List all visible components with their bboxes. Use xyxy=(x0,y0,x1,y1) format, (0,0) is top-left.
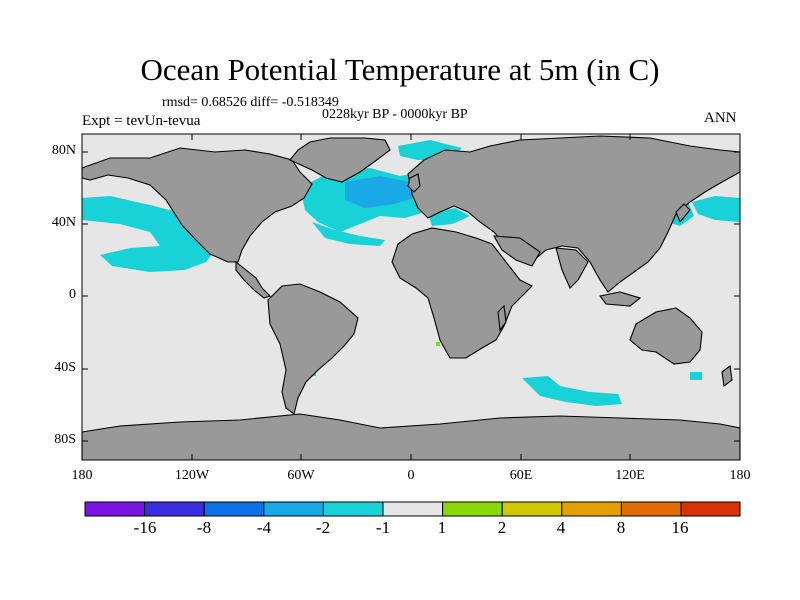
colorbar-label-minus16: -16 xyxy=(133,518,157,537)
time-period-label: 0228kyr BP - 0000kyr BP xyxy=(322,107,468,122)
map-frame xyxy=(81,133,741,461)
y-ticks xyxy=(82,151,740,442)
australia-land xyxy=(629,307,703,365)
experiment-label: Expt = tevUn-tevua xyxy=(82,113,201,129)
eurasia-land xyxy=(407,135,741,293)
colorbar-label-2: 2 xyxy=(497,518,507,537)
colorbar-box-6 xyxy=(382,501,444,517)
y-label-40s: 40S xyxy=(54,360,76,375)
arabia-land xyxy=(493,235,541,267)
colorbar-box-11 xyxy=(680,501,741,517)
greenland-land xyxy=(289,137,391,183)
india-land xyxy=(555,247,589,289)
x-label-120e: 120E xyxy=(615,468,645,483)
colorbar-box-5 xyxy=(322,501,384,517)
colorbar-box-2 xyxy=(144,501,205,517)
land-masses xyxy=(81,135,741,461)
colorbar-label-4: 4 xyxy=(556,518,566,537)
japan-land xyxy=(675,203,691,224)
x-label-180-left: 180 xyxy=(71,468,93,483)
x-label-60w: 60W xyxy=(287,468,315,483)
colorbar-box-9 xyxy=(561,501,622,517)
colorbar-label-1: 1 xyxy=(437,518,447,537)
colorbar-box-3 xyxy=(203,501,265,517)
southern-ocean-anomaly-small xyxy=(690,372,702,380)
chart-title: Ocean Potential Temperature at 5m (in C) xyxy=(140,52,660,87)
central-america-land xyxy=(235,260,272,299)
south-america-land xyxy=(267,283,359,415)
y-label-0: 0 xyxy=(69,287,76,302)
colorbar-label-minus1: -1 xyxy=(375,518,391,537)
colorbar-box-10 xyxy=(620,501,682,517)
north-atlantic-core xyxy=(345,176,420,208)
colorbar-label-minus8: -8 xyxy=(196,518,212,537)
southern-ocean-anomaly xyxy=(522,376,622,406)
colorbar-label-minus2: -2 xyxy=(315,518,331,537)
madagascar-land xyxy=(497,304,507,332)
indonesia-land xyxy=(599,291,642,307)
x-label-0: 0 xyxy=(407,468,415,483)
africa-land xyxy=(391,227,533,359)
uk-land xyxy=(407,173,421,193)
new-zealand-land xyxy=(721,365,733,387)
gulf-stream-anomaly xyxy=(312,222,385,246)
colorbar-box-1 xyxy=(84,501,146,517)
x-label-180-right: 180 xyxy=(729,468,751,483)
colorbar-box-8 xyxy=(501,501,563,517)
positive-anomaly-patch xyxy=(436,342,440,346)
colorbar-box-7 xyxy=(442,501,503,517)
colorbar-label-8: 8 xyxy=(616,518,626,537)
map-panel xyxy=(81,134,741,461)
y-label-80s: 80S xyxy=(54,432,76,447)
x-label-60e: 60E xyxy=(509,468,533,483)
colorbar-box-4 xyxy=(263,501,324,517)
north-pacific-east-anomaly xyxy=(692,196,740,222)
colorbar-label-16: 16 xyxy=(671,518,689,537)
north-america-land xyxy=(81,147,313,263)
colorbar-label-minus4: -4 xyxy=(256,518,272,537)
rmsd-diff-stats: rmsd= 0.68526 diff= -0.518349 xyxy=(162,95,339,110)
season-label: ANN xyxy=(704,110,737,126)
y-label-40n: 40N xyxy=(51,215,76,230)
x-ticks xyxy=(81,134,741,460)
colorbar xyxy=(84,501,741,517)
y-label-80n: 80N xyxy=(51,143,76,158)
x-label-120w: 120W xyxy=(174,468,210,483)
